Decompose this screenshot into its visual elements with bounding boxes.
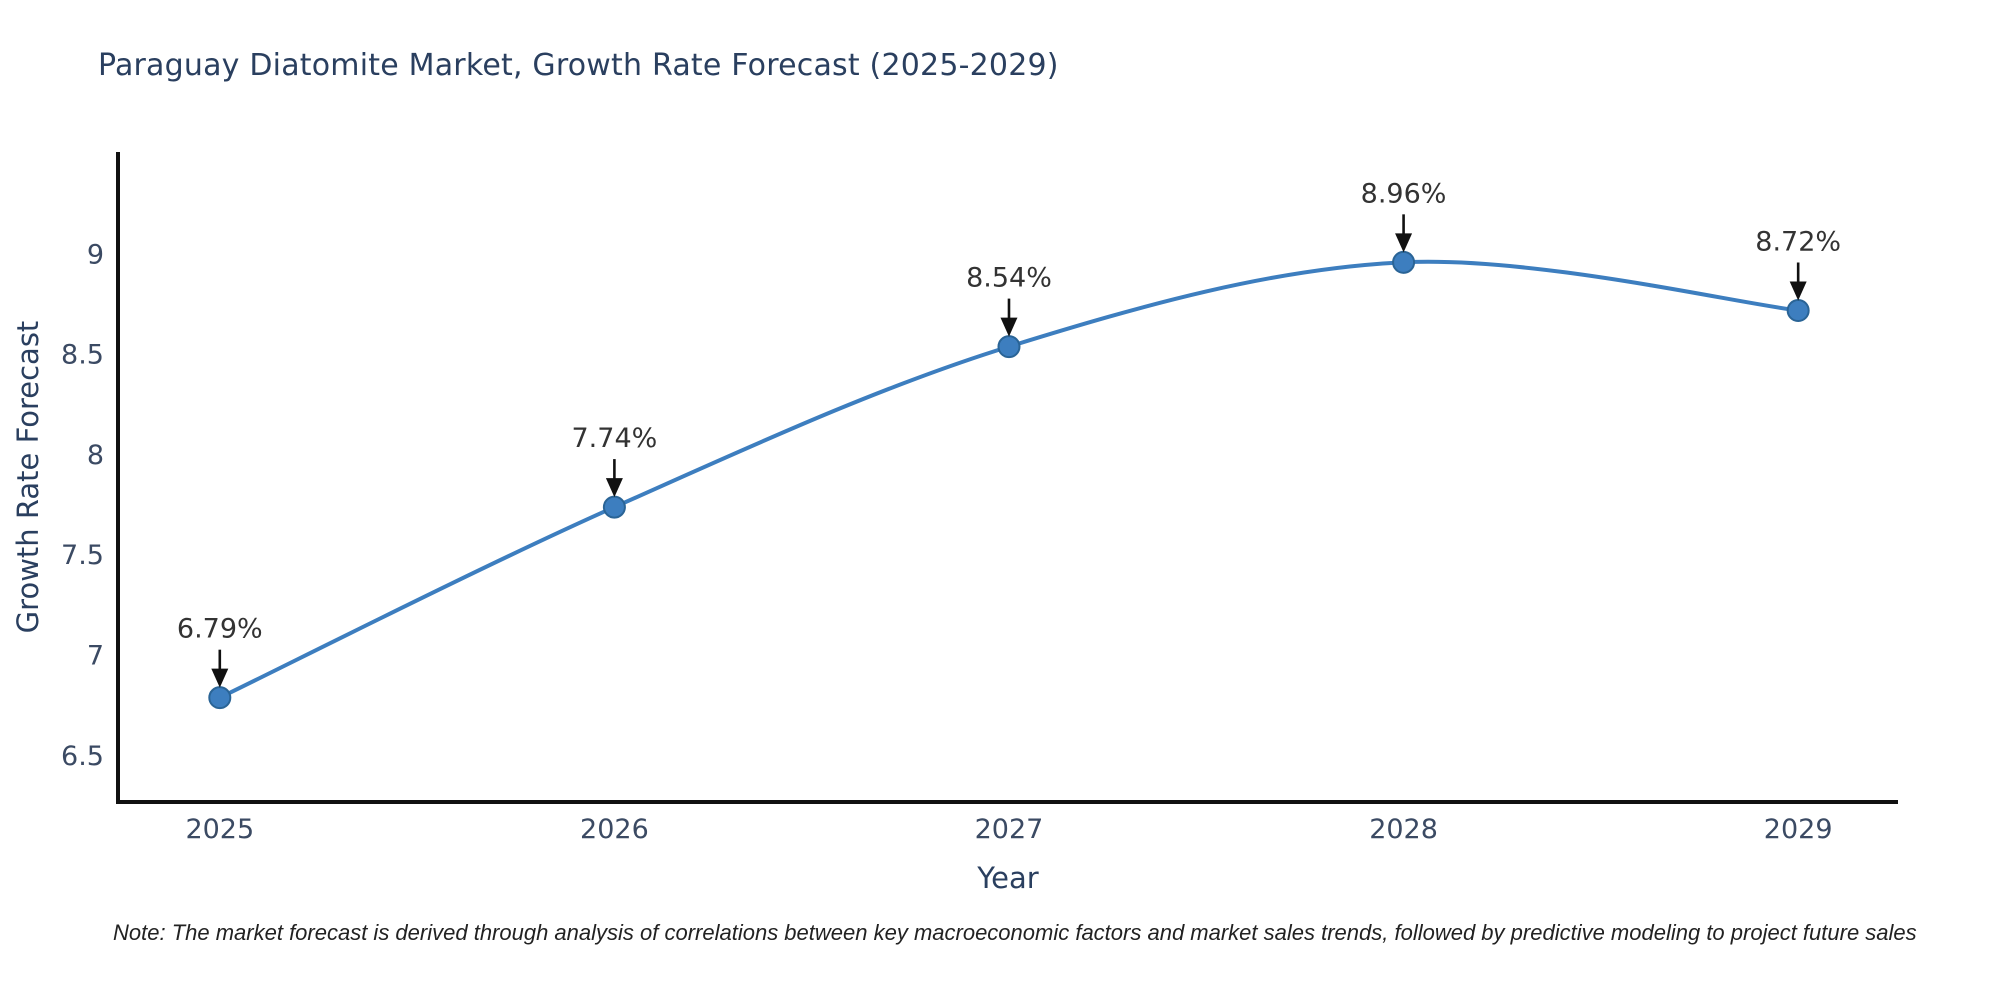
y-tick-label: 8 xyxy=(87,440,104,471)
x-tick-label: 2025 xyxy=(185,814,254,845)
data-point-marker xyxy=(602,495,626,519)
x-tick-label: 2029 xyxy=(1764,814,1833,845)
y-tick-label: 9 xyxy=(87,239,104,270)
axis-spines xyxy=(116,152,1898,804)
y-tick-label: 6.5 xyxy=(61,741,104,772)
data-point-marker xyxy=(997,335,1021,359)
y-tick-label: 7.5 xyxy=(61,540,104,571)
data-point-marker xyxy=(1786,298,1810,322)
x-tick-label: 2026 xyxy=(580,814,649,845)
annotation-arrowhead xyxy=(211,668,229,688)
point-value-label: 8.72% xyxy=(1755,226,1841,257)
footnote: Note: The market forecast is derived thr… xyxy=(113,920,1917,945)
point-value-label: 6.79% xyxy=(177,614,263,645)
y-axis-title: Growth Rate Forecast xyxy=(11,321,45,634)
y-tick-label: 8.5 xyxy=(61,340,104,371)
point-value-label: 7.74% xyxy=(572,423,658,454)
chart-title: Paraguay Diatomite Market, Growth Rate F… xyxy=(98,48,1059,83)
data-point-marker xyxy=(208,686,232,710)
data-point-marker xyxy=(1392,250,1416,274)
x-tick-label: 2028 xyxy=(1369,814,1438,845)
point-value-label: 8.96% xyxy=(1361,178,1447,209)
y-tick-label: 7 xyxy=(87,641,104,672)
annotation-arrowhead xyxy=(1000,317,1018,337)
annotation-arrowhead xyxy=(605,478,623,498)
annotation-arrowhead xyxy=(1789,281,1807,301)
annotation-arrowhead xyxy=(1395,233,1413,253)
x-axis-title: Year xyxy=(976,861,1038,895)
point-value-label: 8.54% xyxy=(966,263,1052,294)
x-tick-label: 2027 xyxy=(975,814,1044,845)
plot-area: 6.79% 7.74% 8.54% 8.96% 8.72% 6.5 7 7.5 8 8.5 9 202… xyxy=(61,152,1898,845)
